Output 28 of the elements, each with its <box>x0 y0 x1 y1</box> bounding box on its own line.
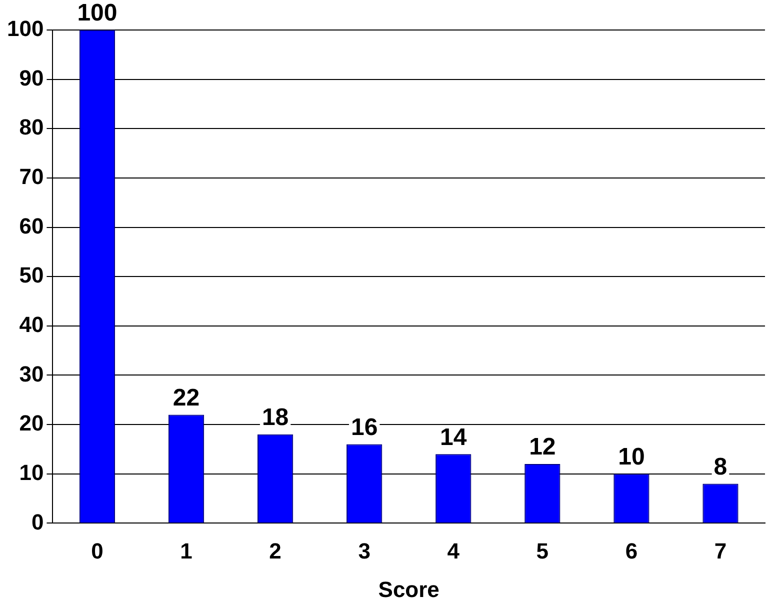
x-tick-label: 0 <box>91 538 104 564</box>
y-tick-label: 10 <box>19 460 44 485</box>
x-tick-label: 6 <box>625 538 638 564</box>
x-tick-label: 7 <box>714 538 727 564</box>
y-tick-label: 30 <box>19 361 44 386</box>
x-tick-label: 2 <box>269 538 282 564</box>
data-label: 18 <box>262 404 289 432</box>
y-tick-label: 90 <box>19 65 44 90</box>
x-axis-title: Score <box>378 576 440 602</box>
y-tick-label: 60 <box>19 213 44 238</box>
x-tick-label: 1 <box>180 538 192 564</box>
y-tick-label: 100 <box>6 16 44 42</box>
x-tick-label: 3 <box>358 538 370 564</box>
y-tick-label: 80 <box>19 114 44 140</box>
data-label: 16 <box>350 414 378 441</box>
x-tick-label: 4 <box>447 538 460 564</box>
y-tick-label: 40 <box>19 312 44 337</box>
data-label: 100 <box>77 0 118 27</box>
data-label: 12 <box>529 434 556 461</box>
data-label: 14 <box>440 424 468 451</box>
data-label: 8 <box>714 453 728 480</box>
y-tick-label: 50 <box>19 262 44 288</box>
data-label: 10 <box>618 444 645 471</box>
y-tick-label: 0 <box>31 509 44 534</box>
y-tick-label: 20 <box>19 410 44 436</box>
data-label: 22 <box>172 384 200 412</box>
y-tick-label: 70 <box>19 164 44 190</box>
x-tick-label: 5 <box>536 538 549 564</box>
